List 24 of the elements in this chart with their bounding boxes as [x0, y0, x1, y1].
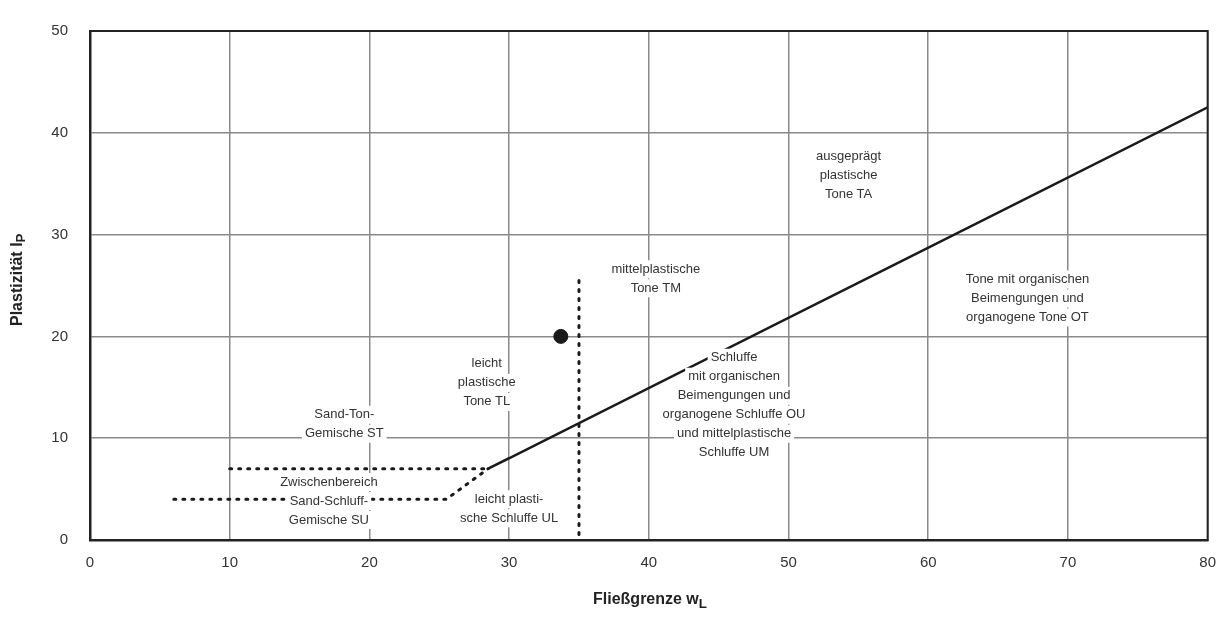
y-tick-label: 30 [51, 224, 68, 242]
y-tick-label: 50 [51, 21, 68, 39]
x-tick-label: 50 [780, 553, 797, 571]
y-tick-label: 10 [51, 428, 68, 446]
x-tick-label: 80 [1199, 553, 1216, 571]
annotation: Schluffe mit organischen Beimengungen und organogene Schluffe OU und mittelplastische Schluffe UM [662, 349, 806, 460]
annotation: ausgeprägt plastische Tone TA [816, 147, 882, 201]
annotation: leicht plastische Tone TL [457, 355, 516, 409]
x-tick-label: 40 [640, 553, 658, 571]
y-tick-label: 40 [51, 122, 68, 140]
x-tick-label: 30 [500, 553, 518, 571]
annotation: leicht plasti- sche Schluffe UL [460, 490, 559, 525]
y-tick-label: 0 [59, 530, 68, 548]
x-tick-label: 70 [1059, 553, 1077, 571]
annotation: Sand-Ton- Gemische ST [304, 406, 384, 441]
y-tick-label: 20 [51, 326, 68, 344]
annotation: Tone mit organischen Beimengungen und organogene Tone OT [965, 270, 1090, 324]
x-tick-label: 10 [221, 553, 239, 571]
x-axis-title: Fließgrenze w$_{L}$ [592, 590, 708, 612]
annotation: Zwischenbereich Sand-Schluff- Gemische SU [280, 473, 378, 527]
annotation: mittelplastische Tone TM [611, 260, 701, 295]
x-tick-label: 0 [85, 553, 95, 571]
x-tick-label: 20 [361, 553, 378, 571]
x-tick-label: 60 [919, 553, 937, 571]
